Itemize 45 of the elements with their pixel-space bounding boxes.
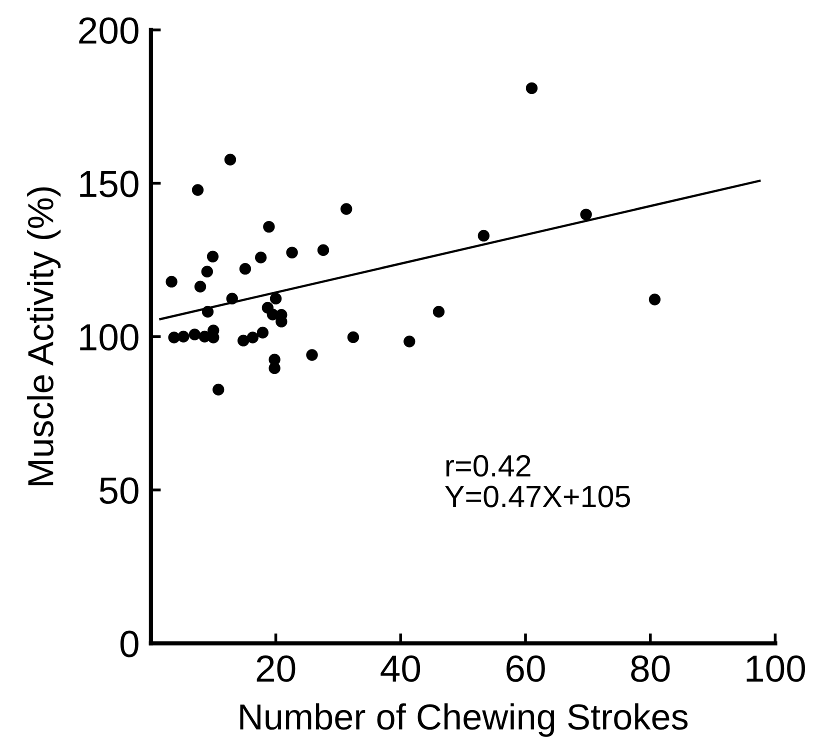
point xyxy=(263,220,275,233)
y-tick-label: 0 xyxy=(120,630,138,658)
y-tick-label: 200 xyxy=(79,17,138,44)
point xyxy=(192,184,204,196)
point xyxy=(194,280,206,292)
y-tick-label: 150 xyxy=(80,170,138,198)
point xyxy=(239,262,252,275)
point xyxy=(246,332,259,344)
x-tick-label: 20 xyxy=(256,655,296,682)
point xyxy=(256,326,269,338)
point xyxy=(201,266,213,278)
point xyxy=(166,276,178,288)
point xyxy=(268,362,280,374)
point xyxy=(188,328,200,340)
x-axis-title: Number of Chewing Strokes xyxy=(240,703,688,737)
point xyxy=(212,384,224,396)
point xyxy=(206,250,219,262)
point xyxy=(317,244,330,256)
point xyxy=(404,336,416,348)
point xyxy=(270,292,282,304)
y-axis-title: Muscle Activity (%) xyxy=(26,187,61,486)
y-tick-label: 100 xyxy=(80,324,138,351)
point xyxy=(178,330,190,342)
point xyxy=(347,331,360,344)
x-tick-label: 80 xyxy=(631,655,670,682)
x-tick-label: 40 xyxy=(380,655,420,682)
point xyxy=(648,294,661,306)
point xyxy=(526,82,538,94)
x-tick-label: 60 xyxy=(506,655,545,682)
annotation: r=0.42 xyxy=(446,455,530,477)
point xyxy=(432,306,445,318)
point xyxy=(580,208,592,220)
point xyxy=(340,203,352,215)
point xyxy=(254,252,267,264)
point xyxy=(238,334,250,346)
point xyxy=(286,246,298,258)
annotation: Y=0.47X+105 xyxy=(445,486,630,508)
point xyxy=(306,349,318,361)
point xyxy=(226,292,238,304)
point xyxy=(224,154,236,166)
point xyxy=(478,230,490,242)
y-tick-label: 50 xyxy=(100,477,138,504)
point xyxy=(202,306,214,318)
x-tick-label: 100 xyxy=(746,655,806,682)
point xyxy=(168,332,180,344)
